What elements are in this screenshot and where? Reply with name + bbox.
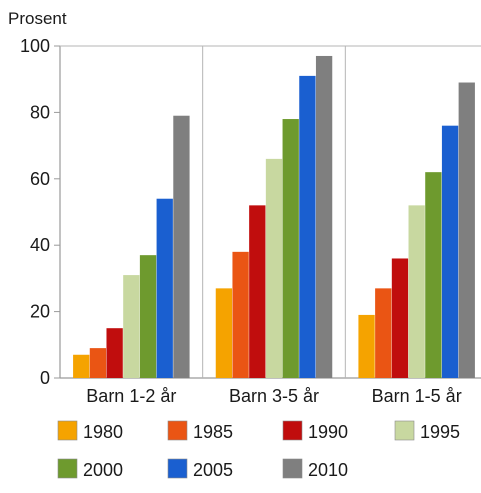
- bar-1995-3: [408, 205, 425, 378]
- legend: 1980 1985 1990 1995 2000 2005 2010: [57, 420, 460, 480]
- bar-1990-2: [249, 205, 266, 378]
- legend-swatch-2010: [282, 458, 303, 479]
- legend-swatch-1995: [394, 420, 415, 441]
- legend-label-2010: 2010: [308, 460, 348, 480]
- bar-1990-3: [391, 258, 409, 378]
- y-axis-label: Prosent: [8, 9, 67, 28]
- bar-2010-2: [315, 55, 333, 379]
- bar-1980-3: [358, 314, 375, 378]
- bar-1980-1: [73, 354, 90, 378]
- bar-1985-2: [232, 251, 249, 378]
- x-tick-label: Barn 1-5 år: [372, 386, 462, 406]
- bar-1980-2: [215, 288, 233, 378]
- y-axis-ticks: 0 20 40 60 80 100: [20, 36, 60, 388]
- y-tick-label: 80: [30, 102, 50, 122]
- y-tick-label: 0: [40, 368, 50, 388]
- y-tick-label: 60: [30, 169, 50, 189]
- y-tick-label: 40: [30, 235, 50, 255]
- legend-label-1985: 1985: [193, 422, 233, 442]
- x-tick-label: Barn 3-5 år: [229, 386, 319, 406]
- bars: [73, 55, 475, 379]
- legend-swatch-1985: [167, 420, 188, 441]
- bar-1995-2: [265, 158, 283, 378]
- bar-2005-3: [441, 125, 459, 379]
- legend-swatch-2000: [57, 458, 78, 479]
- y-tick-label: 20: [30, 302, 50, 322]
- bar-2010-1: [173, 115, 190, 378]
- legend-label-2000: 2000: [83, 460, 123, 480]
- legend-swatch-2005: [167, 458, 188, 479]
- legend-label-1995: 1995: [420, 422, 460, 442]
- bar-2005-2: [299, 75, 316, 378]
- legend-label-2005: 2005: [193, 460, 233, 480]
- legend-swatch-1980: [57, 420, 78, 441]
- bar-1985-3: [375, 288, 392, 378]
- legend-swatch-1990: [282, 420, 303, 441]
- bar-1995-1: [123, 275, 140, 378]
- legend-label-1990: 1990: [308, 422, 348, 442]
- bar-2010-3: [458, 82, 475, 379]
- bar-1990-1: [106, 328, 123, 378]
- bar-2000-3: [425, 172, 442, 378]
- x-tick-label: Barn 1-2 år: [86, 386, 176, 406]
- bar-2005-1: [156, 198, 173, 378]
- category-labels: Barn 1-2 år Barn 3-5 år Barn 1-5 år: [86, 386, 461, 406]
- bar-2000-1: [139, 255, 157, 378]
- legend-label-1980: 1980: [83, 422, 123, 442]
- bar-2000-2: [282, 119, 299, 378]
- y-tick-label: 100: [20, 36, 50, 56]
- bar-1985-1: [89, 348, 107, 378]
